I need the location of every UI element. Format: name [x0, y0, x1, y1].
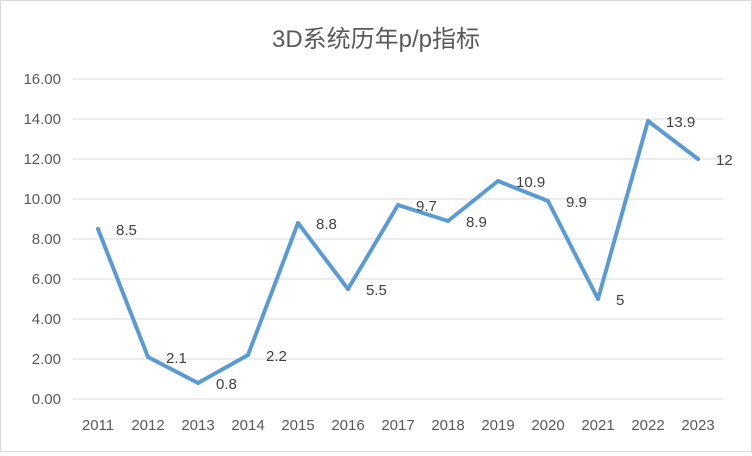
- y-tick-label: 10.00: [23, 191, 61, 208]
- data-label: 10.9: [516, 174, 545, 191]
- chart-title: 3D系统历年p/p指标: [272, 26, 480, 53]
- data-point: [96, 227, 100, 231]
- x-tick-label: 2014: [231, 417, 264, 434]
- x-tick-label: 2015: [281, 417, 314, 434]
- data-point: [346, 287, 350, 291]
- x-tick-label: 2013: [181, 417, 214, 434]
- data-point: [296, 221, 300, 225]
- data-point: [246, 353, 250, 357]
- x-tick-label: 2016: [331, 417, 364, 434]
- x-tick-label: 2011: [82, 417, 114, 434]
- gridlines: [73, 78, 723, 400]
- data-label: 8.5: [116, 222, 137, 239]
- data-label: 2.1: [166, 350, 187, 367]
- data-point: [196, 381, 200, 385]
- data-label: 0.8: [216, 376, 237, 393]
- x-axis-ticks: 2011 2012 2013 2014 2015 2016 2017 2018 2019 2020…: [82, 417, 715, 434]
- data-label: 8.8: [316, 216, 337, 233]
- y-tick-label: 8.00: [32, 231, 61, 248]
- data-point: [446, 219, 450, 223]
- x-tick-label: 2021: [581, 417, 614, 434]
- data-point: [596, 297, 600, 301]
- data-label: 9.9: [566, 194, 587, 211]
- data-label: 5: [616, 292, 624, 309]
- data-label: 8.9: [466, 214, 487, 231]
- x-tick-label: 2012: [131, 417, 164, 434]
- y-tick-label: 6.00: [32, 271, 61, 288]
- data-label: 12: [716, 152, 733, 169]
- x-tick-label: 2023: [681, 417, 714, 434]
- x-tick-label: 2019: [481, 417, 514, 434]
- data-labels: 8.5 2.1 0.8 2.2 8.8 5.5 9.7 8.9 10.9 9.9 5 13.9 12: [116, 114, 733, 393]
- y-tick-label: 16.00: [23, 71, 61, 88]
- x-tick-label: 2022: [631, 417, 664, 434]
- y-tick-label: 12.00: [23, 151, 61, 168]
- data-point: [146, 355, 150, 359]
- data-point: [396, 203, 400, 207]
- data-label: 5.5: [366, 282, 387, 299]
- y-tick-label: 14.00: [23, 111, 61, 128]
- y-tick-label: 0.00: [32, 391, 61, 408]
- data-label: 13.9: [666, 114, 695, 131]
- data-label: 2.2: [266, 348, 287, 365]
- y-tick-label: 4.00: [32, 311, 61, 328]
- y-tick-label: 2.00: [32, 351, 61, 368]
- x-tick-label: 2020: [531, 417, 564, 434]
- x-tick-label: 2017: [381, 417, 414, 434]
- data-point: [646, 119, 650, 123]
- series-layer: [96, 119, 700, 385]
- data-point: [696, 157, 700, 161]
- data-point: [546, 199, 550, 203]
- series-line: [96, 119, 700, 385]
- data-point: [496, 179, 500, 183]
- data-label: 9.7: [416, 198, 437, 215]
- y-axis-ticks: 0.00 2.00 4.00 6.00 8.00 10.00 12.00 14.00 16.00: [23, 71, 61, 408]
- x-tick-label: 2018: [431, 417, 464, 434]
